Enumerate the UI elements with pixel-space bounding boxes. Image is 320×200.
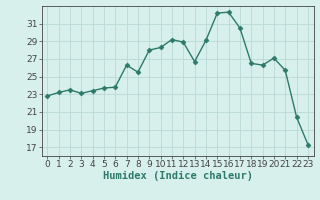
X-axis label: Humidex (Indice chaleur): Humidex (Indice chaleur): [103, 171, 252, 181]
